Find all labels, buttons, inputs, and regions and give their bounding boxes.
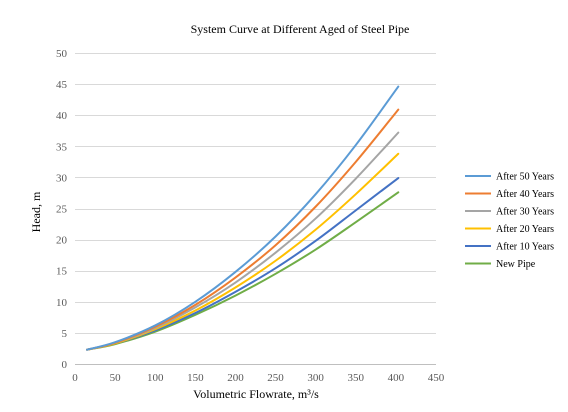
x-tick-label: 450 <box>428 372 445 384</box>
legend-label-after-50-years: After 50 Years <box>496 172 554 183</box>
x-tick-label: 100 <box>147 372 164 384</box>
axes: 0 5 10 15 20 25 30 35 40 45 50 0 50 100 150 200 250 300 35… <box>56 48 445 384</box>
y-tick-label: 5 <box>62 328 68 340</box>
x-tick-label: 350 <box>348 372 365 384</box>
gridlines <box>75 53 436 334</box>
x-tick-label: 50 <box>110 372 122 384</box>
legend-label-after-40-years: After 40 Years <box>496 189 554 200</box>
y-tick-label: 50 <box>56 48 68 60</box>
series-line-after-30-years <box>86 131 400 351</box>
y-tick-label: 25 <box>56 204 68 216</box>
x-tick-label: 300 <box>307 372 324 384</box>
legend-label-after-30-years: After 30 Years <box>496 207 554 218</box>
legend-label-after-10-years: After 10 Years <box>496 242 554 253</box>
y-tick-label: 45 <box>56 79 68 91</box>
y-tick-label: 35 <box>56 141 68 153</box>
chart-title: System Curve at Different Aged of Steel … <box>191 22 410 36</box>
series-lines <box>86 85 400 351</box>
y-tick-label: 15 <box>56 266 68 278</box>
x-tick-label: 250 <box>267 372 284 384</box>
series-line-after-40-years <box>86 108 400 351</box>
x-tick-label: 200 <box>227 372 244 384</box>
x-tick-label: 150 <box>187 372 204 384</box>
x-tick-label: 0 <box>72 372 78 384</box>
y-tick-label: 0 <box>62 359 68 371</box>
y-axis-label: Head, m <box>29 191 43 232</box>
legend-label-after-20-years: After 20 Years <box>496 224 554 235</box>
x-axis-label: Volumetric Flowrate, m³/s <box>193 387 319 401</box>
y-tick-label: 40 <box>56 110 68 122</box>
legend: After 50 Years After 40 Years After 30 Yea… <box>465 172 554 270</box>
y-tick-label: 20 <box>56 235 68 247</box>
legend-label-new-pipe: New Pipe <box>496 259 536 270</box>
y-tick-label: 10 <box>56 297 68 309</box>
x-tick-label: 400 <box>388 372 405 384</box>
series-line-after-10-years <box>86 177 400 351</box>
series-line-after-50-years <box>86 85 400 351</box>
y-tick-label: 30 <box>56 172 68 184</box>
